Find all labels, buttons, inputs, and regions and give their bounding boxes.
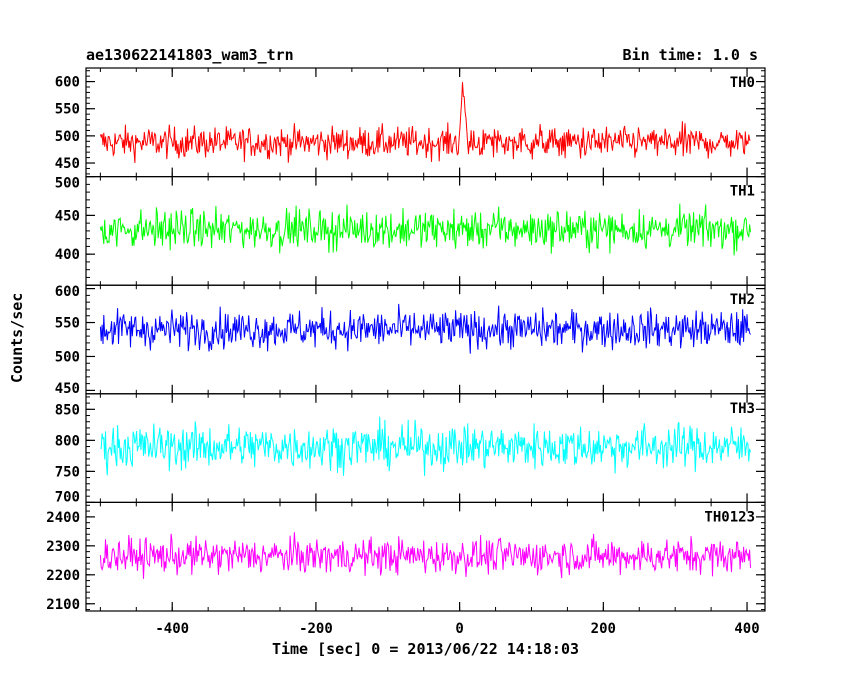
- x-tick-label: 200: [591, 621, 616, 637]
- x-tick-label: 0: [455, 621, 463, 637]
- y-tick-label: 2100: [46, 597, 80, 613]
- x-tick-label: -200: [299, 621, 333, 637]
- series-label: TH0: [730, 75, 755, 91]
- y-tick-label: 600: [55, 284, 80, 300]
- series-label: TH1: [730, 184, 755, 200]
- y-tick-label: 550: [55, 102, 80, 118]
- bin-time-label: Bin time: 1.0 s: [622, 46, 758, 64]
- y-tick-label: 600: [55, 75, 80, 91]
- y-tick-label: 450: [55, 208, 80, 224]
- series-line-th2: [99, 303, 751, 354]
- y-tick-label: 800: [55, 433, 80, 449]
- x-tick-label: -400: [155, 621, 189, 637]
- y-tick-label: 2400: [46, 510, 80, 526]
- y-tick-label: 2200: [46, 568, 80, 584]
- y-tick-label: 500: [55, 129, 80, 145]
- x-axis-label: Time [sec] 0 = 2013/06/22 14:18:03: [271, 640, 580, 658]
- y-tick-label: 500: [55, 176, 80, 192]
- series-line-th0: [99, 82, 751, 163]
- y-tick-label: 750: [55, 464, 80, 480]
- y-tick-label: 700: [55, 489, 80, 505]
- chart-title: ae130622141803_wam3_trn: [86, 46, 294, 64]
- y-tick-label: 500: [55, 349, 80, 365]
- series-line-th1: [99, 203, 751, 256]
- y-tick-label: 400: [55, 247, 80, 263]
- y-tick-label: 550: [55, 316, 80, 332]
- y-tick-label: 450: [55, 381, 80, 397]
- series-label: TH3: [730, 401, 755, 417]
- panel-frame: [85, 67, 766, 178]
- series-line-th3: [100, 416, 751, 476]
- series-label: TH0123: [704, 509, 755, 525]
- series-line-th0123: [99, 532, 751, 579]
- series-label: TH2: [730, 292, 755, 308]
- x-tick-label: 400: [734, 621, 759, 637]
- y-tick-label: 850: [55, 402, 80, 418]
- panel-frame: [85, 501, 766, 612]
- y-tick-label: 2300: [46, 539, 80, 555]
- y-tick-label: 450: [55, 156, 80, 172]
